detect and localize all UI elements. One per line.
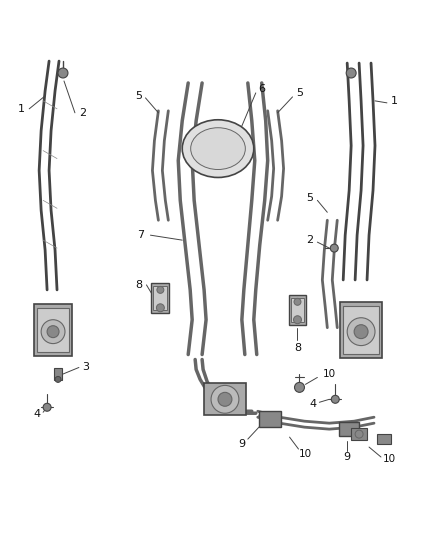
Text: 3: 3 [82, 362, 89, 373]
Bar [34, 304, 72, 356]
Text: 2: 2 [306, 235, 313, 245]
Text: 2: 2 [79, 108, 86, 118]
Text: 1: 1 [18, 104, 25, 114]
Circle shape [58, 68, 68, 78]
Circle shape [294, 382, 304, 392]
Circle shape [43, 403, 51, 411]
Text: 6: 6 [258, 84, 265, 94]
Circle shape [156, 304, 164, 312]
Text: 1: 1 [390, 96, 397, 106]
Circle shape [330, 244, 338, 252]
Bar [351, 428, 367, 440]
Circle shape [218, 392, 232, 406]
Text: 8: 8 [294, 343, 301, 352]
Text: 5: 5 [296, 88, 303, 98]
Ellipse shape [191, 128, 245, 169]
Bar [152, 283, 170, 313]
Circle shape [354, 325, 368, 338]
Text: 4: 4 [34, 409, 41, 419]
Bar [259, 411, 281, 427]
Bar [290, 298, 304, 322]
Text: 10: 10 [382, 454, 396, 464]
Circle shape [55, 376, 61, 382]
Bar [339, 422, 359, 436]
Text: 7: 7 [137, 230, 144, 240]
Text: 9: 9 [238, 439, 245, 449]
Text: 5: 5 [135, 91, 142, 101]
Bar [340, 302, 382, 358]
Text: 4: 4 [310, 399, 317, 409]
Bar [54, 368, 62, 381]
Bar [343, 306, 379, 353]
Text: 9: 9 [344, 452, 351, 462]
Text: 8: 8 [135, 280, 142, 290]
Text: 5: 5 [306, 193, 313, 204]
Bar [377, 434, 391, 444]
Ellipse shape [182, 120, 254, 177]
Circle shape [211, 385, 239, 413]
Circle shape [331, 395, 339, 403]
Circle shape [41, 320, 65, 344]
Bar [204, 383, 246, 415]
Circle shape [294, 298, 301, 305]
Circle shape [157, 286, 164, 293]
Text: 10: 10 [299, 449, 312, 459]
Bar [37, 308, 69, 352]
Circle shape [347, 318, 375, 345]
Circle shape [47, 326, 59, 337]
Text: 10: 10 [323, 369, 336, 379]
Circle shape [346, 68, 356, 78]
Circle shape [293, 316, 301, 324]
Bar [289, 295, 307, 325]
Bar [153, 286, 167, 310]
Circle shape [355, 430, 363, 438]
